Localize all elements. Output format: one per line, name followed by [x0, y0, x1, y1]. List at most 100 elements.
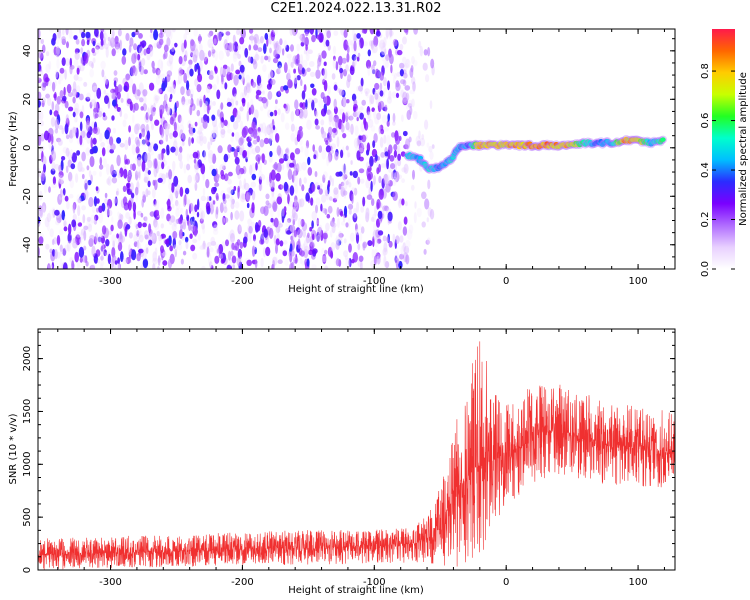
spectrogram-noise-blob: [203, 114, 208, 123]
spectrogram-x-tick-label: -100: [363, 276, 386, 287]
spectrogram-noise-blob: [376, 238, 382, 244]
spectrogram-noise-blob: [62, 262, 68, 269]
spectrogram-noise-blob: [365, 91, 368, 97]
spectrogram-noise-blob: [40, 133, 45, 142]
spectrogram-noise-blob: [216, 75, 220, 85]
spectrogram-noise-blob: [288, 200, 294, 207]
spectrogram-noise-blob: [349, 40, 355, 46]
spectrogram-noise-blob: [94, 29, 99, 37]
spectrogram-noise-blob: [305, 44, 308, 51]
spectrogram-noise-blob: [77, 205, 81, 217]
spectrogram-noise-blob: [207, 38, 213, 49]
spectrogram-noise-blob: [278, 223, 283, 228]
spectrogram-noise-blob: [343, 29, 348, 38]
spectrogram-noise-blob: [85, 120, 91, 132]
spectrogram-noise-blob: [198, 96, 204, 102]
spectrogram-noise-blob: [331, 73, 336, 80]
spectrogram-noise-blob: [223, 206, 228, 214]
spectrogram-noise-blob: [126, 175, 133, 181]
spectrogram-noise-blob: [106, 163, 110, 175]
spectrogram-noise-blob: [259, 174, 266, 181]
spectrogram-noise-blob: [122, 185, 127, 192]
spectrogram-noise-blob: [299, 177, 302, 187]
spectrogram-noise-blob: [301, 36, 306, 44]
spectrogram-noise-blob: [255, 51, 258, 61]
spectrogram-noise-blob: [348, 182, 352, 188]
spectrogram-noise-blob: [325, 39, 330, 47]
spectrogram-noise-blob: [69, 64, 73, 75]
spectrogram-noise-blob: [158, 234, 162, 242]
spectrogram-noise-blob: [303, 108, 308, 119]
spectrogram-noise-blob: [209, 42, 214, 48]
spectrogram-noise-blob: [77, 77, 83, 82]
spectrogram-noise-blob: [71, 219, 77, 228]
spectrogram-noise-blob: [307, 49, 313, 54]
spectrogram-noise-blob: [122, 119, 127, 127]
spectrogram-noise-blob: [366, 168, 370, 178]
spectrogram-noise-blob: [100, 60, 106, 70]
spectrogram-noise-blob: [273, 109, 278, 117]
spectrogram-noise-blob: [260, 55, 264, 64]
spectrogram-noise-blob: [353, 208, 358, 219]
spectrogram-noise-blob: [322, 232, 328, 240]
spectrogram-noise-blob: [331, 223, 336, 234]
spectrogram-noise-blob: [88, 170, 92, 178]
spectrogram-noise-blob: [384, 49, 387, 55]
spectrogram-noise-blob: [247, 56, 252, 63]
spectrogram-noise-blob: [79, 63, 85, 72]
spectrogram-noise-blob: [258, 162, 262, 173]
spectrogram-noise-blob: [203, 56, 209, 65]
spectrogram-noise-blob: [111, 216, 114, 223]
spectrogram-noise-blob: [317, 29, 322, 34]
spectrogram-noise-blob: [371, 67, 376, 75]
spectrogram-noise-blob: [155, 97, 159, 104]
spectrogram-noise-blob: [354, 56, 357, 66]
spectrogram-noise-blob: [38, 111, 44, 121]
spectrogram-noise-blob: [121, 55, 127, 65]
spectrogram-noise-blob: [139, 230, 143, 238]
spectrogram-noise-blob: [160, 60, 164, 72]
spectrogram-noise-blob: [99, 171, 102, 177]
snr-y-tick-label: 0: [22, 567, 33, 573]
spectrogram-noise-blob: [201, 265, 206, 269]
spectrogram-y-tick-label: 40: [22, 44, 33, 57]
spectrogram-noise-blob: [360, 206, 365, 213]
spectrogram-noise-blob: [99, 45, 104, 50]
spectrogram-noise-blob: [119, 109, 123, 118]
spectrogram-noise-blob: [193, 174, 198, 182]
spectrogram-noise-blob: [374, 92, 379, 100]
spectrogram-noise-blob: [343, 205, 348, 218]
spectrogram-noise-blob: [255, 224, 261, 232]
spectrogram-noise-blob: [172, 84, 176, 95]
spectrogram-noise-blob: [305, 192, 310, 202]
spectrogram-noise-blob: [219, 164, 225, 172]
spectrogram-noise-blob: [315, 69, 321, 79]
spectrogram-noise-blob: [86, 92, 91, 100]
spectrogram-noise-blob: [200, 210, 205, 220]
spectrogram-noise-blob: [255, 93, 259, 100]
spectrogram-noise-blob: [103, 249, 107, 257]
spectrogram-noise-blob: [171, 203, 175, 209]
spectrogram-noise-blob: [230, 211, 233, 221]
spectrogram-noise-blob: [42, 205, 46, 217]
spectrogram-noise-blob: [106, 178, 111, 185]
spectrogram-noise-blob: [232, 264, 235, 269]
spectrogram-noise-blob: [232, 52, 238, 63]
spectrogram-noise-blob: [136, 44, 142, 54]
spectrogram-noise-blob: [91, 82, 98, 93]
spectrogram-noise-blob: [172, 244, 178, 253]
spectrogram-noise-blob: [151, 107, 156, 117]
spectrogram-noise-blob: [358, 255, 364, 262]
spectrogram-noise-blob: [141, 128, 146, 138]
spectrogram-noise-blob: [104, 192, 108, 199]
spectrogram-noise-blob: [157, 153, 161, 160]
spectrogram-noise-blob: [246, 136, 252, 143]
spectrogram-noise-blob: [160, 207, 165, 219]
spectrogram-noise-blob: [181, 42, 185, 53]
spectrogram-noise-blob: [153, 199, 157, 205]
spectrogram-noise-blob: [143, 94, 147, 106]
spectrogram-noise-blob: [253, 239, 257, 250]
spectrogram-noise-blob: [347, 178, 351, 184]
spectrogram-noise-blob: [41, 81, 46, 92]
